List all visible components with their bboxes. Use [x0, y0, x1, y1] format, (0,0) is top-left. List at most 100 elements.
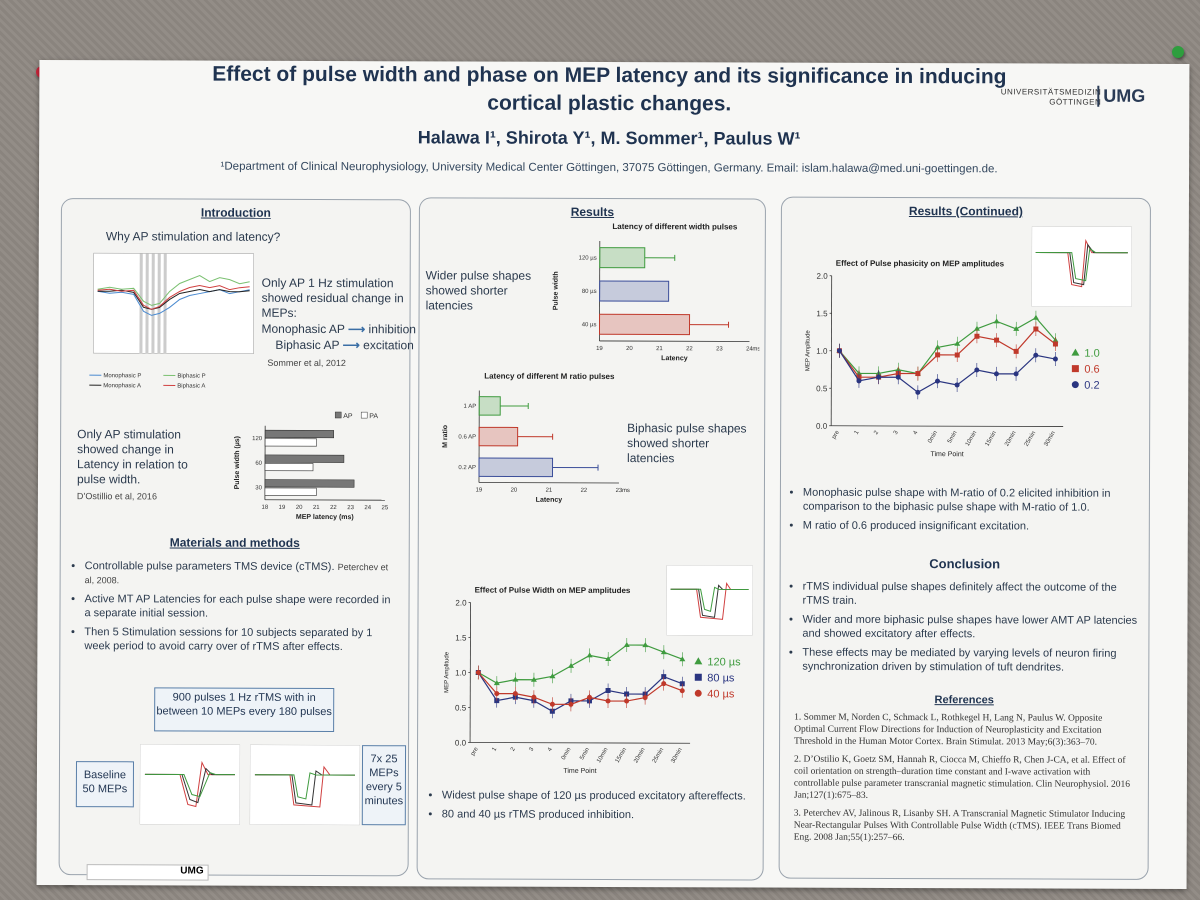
materials-list: Controllable pulse parameters TMS device…	[70, 559, 396, 659]
legend-label: 0.6	[1084, 364, 1099, 376]
x-tick-label: 24	[364, 505, 371, 511]
materials-bullet-3: Then 5 Stimulation sessions for 10 subje…	[84, 625, 396, 654]
x-tick-label: 19	[596, 346, 603, 352]
sommer-curve-bi-p	[97, 274, 250, 306]
data-point	[586, 652, 593, 658]
legend-label: 1.0	[1084, 348, 1099, 360]
x-unit-label: ms	[622, 488, 630, 494]
citation-dostillio: D’Ostillio et al, 2016	[76, 491, 157, 502]
data-point	[660, 649, 667, 655]
data-point	[624, 698, 630, 704]
x-tick-label: pre	[831, 429, 841, 440]
citation-sommer: Sommer et al, 2012	[267, 357, 346, 369]
data-point	[954, 352, 960, 358]
intro-question: Why AP stimulation and latency?	[105, 229, 281, 244]
y-tick-label: 1.0	[455, 668, 467, 677]
legend-label: 0.2	[1084, 380, 1099, 392]
conclusion-bullet-3: These effects may be mediated by varying…	[802, 646, 1138, 675]
sommer-figure: Monophasic P Biphasic P Monophasic A Bip…	[89, 252, 255, 390]
x-axis	[470, 742, 691, 744]
legend-marker	[1071, 365, 1079, 373]
results-continued-heading: Results (Continued)	[908, 204, 1023, 219]
x-tick-label: 23	[347, 505, 354, 511]
x-axis-label: Latency	[661, 355, 688, 362]
baseline-box: Baseline 50 MEPs	[75, 761, 134, 808]
intro-text-1: Only AP 1 Hz stimulation showed residual…	[262, 276, 410, 322]
category-label: 120 µs	[579, 256, 597, 262]
data-point	[586, 694, 592, 700]
category-label: 0.6 AP	[458, 434, 476, 440]
poster: Effect of pulse width and phase on MEP l…	[36, 59, 1190, 890]
data-point	[475, 670, 481, 676]
intro-text-2-line-3: Latency in relation to	[77, 457, 188, 472]
introduction-heading: Introduction	[200, 205, 271, 220]
data-point	[1052, 356, 1058, 362]
data-point	[642, 695, 648, 701]
data-point	[531, 694, 537, 700]
logo-line-1: UNIVERSITÄTSMEDIZIN	[1000, 87, 1102, 97]
x-tick-label: 24	[746, 346, 753, 352]
data-point	[935, 352, 941, 358]
data-point	[1052, 341, 1058, 347]
x-tick-label: 25min	[652, 747, 665, 764]
legend-label: AP	[343, 413, 353, 420]
chart-title: Effect of Pulse Width on MEP amplitudes	[475, 586, 631, 596]
x-tick-label: 10min	[965, 430, 978, 447]
bar	[478, 457, 554, 478]
protocol-box: 900 pulses 1 Hz rTMS with in between 10 …	[154, 687, 335, 733]
sommer-legend: Monophasic P Biphasic P Monophasic A Bip…	[89, 373, 206, 390]
data-point	[623, 642, 630, 648]
y-tick-label: 0.0	[455, 738, 467, 747]
bar	[264, 438, 317, 447]
x-axis-label: Time Point	[563, 768, 596, 775]
x-tick-label: 30min	[1043, 431, 1056, 448]
results-list: Widest pulse shape of 120 µs produced ex…	[428, 788, 754, 827]
data-point	[934, 344, 941, 350]
baseline-pulse-figure	[139, 744, 241, 825]
results-bullet-2: 80 and 40 µs rTMS produced inhibition.	[442, 807, 754, 822]
series-line	[838, 328, 1056, 378]
y-tick-label: 2.0	[817, 272, 829, 281]
mono-row: Monophasic AP ⟶ inhibition	[261, 322, 421, 338]
data-point	[549, 701, 555, 707]
sommer-curve-mono-p	[97, 289, 250, 316]
reference-2: 2. D’Ostilio K, Goetz SM, Hannah R, Cioc…	[793, 754, 1131, 801]
intro-text-1-line-3: MEPs:	[261, 305, 297, 320]
x-tick-label: 1	[854, 429, 861, 435]
series-line	[838, 350, 1056, 394]
data-point	[1013, 371, 1019, 377]
x-tick-label: 20	[296, 505, 303, 511]
x-tick-label: pre	[470, 746, 480, 757]
data-point	[993, 371, 999, 377]
x-tick-label: 5min	[579, 747, 591, 761]
legend-biphasic-a: Biphasic A	[177, 383, 205, 389]
umg-logo: UNIVERSITÄTSMEDIZIN GÖTTINGEN UMG	[999, 83, 1149, 114]
legend-swatch	[334, 411, 342, 419]
bar	[478, 426, 519, 447]
legend-monophasic-p: Monophasic P	[103, 373, 141, 379]
legend-label: 120 µs	[707, 656, 741, 668]
footer-logo-text: UMG	[180, 865, 204, 877]
data-point	[954, 382, 960, 388]
title-line-1: Effect of pulse width and phase on MEP l…	[212, 62, 1007, 89]
x-tick-label: 0min	[561, 747, 573, 761]
references-list: 1. Sommer M, Norden C, Schmack L, Rothke…	[794, 712, 1134, 851]
data-point	[605, 698, 611, 704]
category-label: 30	[255, 485, 262, 491]
y-tick-label: 0.5	[455, 703, 467, 712]
results2-bullet-1: Monophasic pulse shape with M-ratio of 0…	[803, 486, 1139, 515]
legend-marker	[694, 657, 703, 665]
conclusion-heading: Conclusion	[929, 556, 1001, 572]
data-point	[1033, 352, 1039, 358]
results2-list: Monophasic pulse shape with M-ratio of 0…	[789, 486, 1139, 539]
logo-mark: UMG	[1097, 85, 1146, 107]
data-point	[605, 655, 612, 661]
x-axis-label: MEP latency (ms)	[296, 514, 354, 521]
x-axis-label: Latency	[536, 497, 563, 504]
materials-heading: Materials and methods	[169, 535, 300, 550]
bar	[264, 487, 317, 496]
footer-logo: UMG	[86, 864, 209, 881]
data-point	[856, 378, 862, 384]
mono-effect: inhibition	[368, 322, 416, 337]
reference-3: 3. Peterchev AV, Jalinous R, Lisanby SH.…	[793, 808, 1126, 844]
